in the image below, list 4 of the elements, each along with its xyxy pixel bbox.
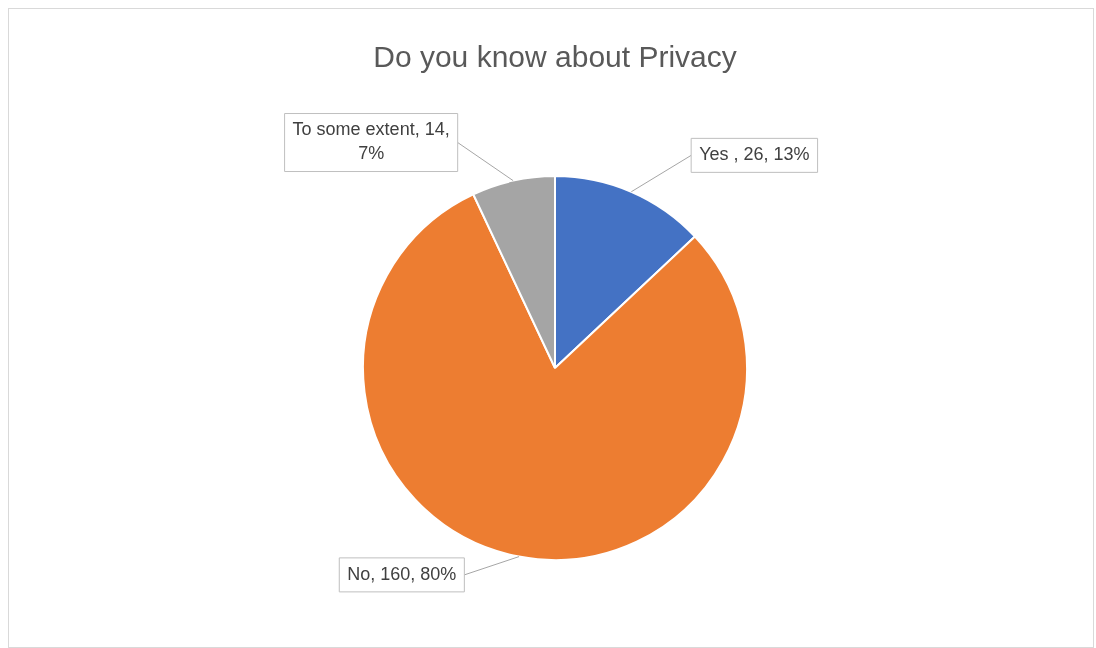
slice-label: Yes , 26, 13% <box>699 144 810 165</box>
chart-title: Do you know about Privacy <box>373 40 737 74</box>
slice-label: No, 160, 80% <box>347 563 457 584</box>
slice-label: To some extent, 14, 7% <box>292 119 450 164</box>
